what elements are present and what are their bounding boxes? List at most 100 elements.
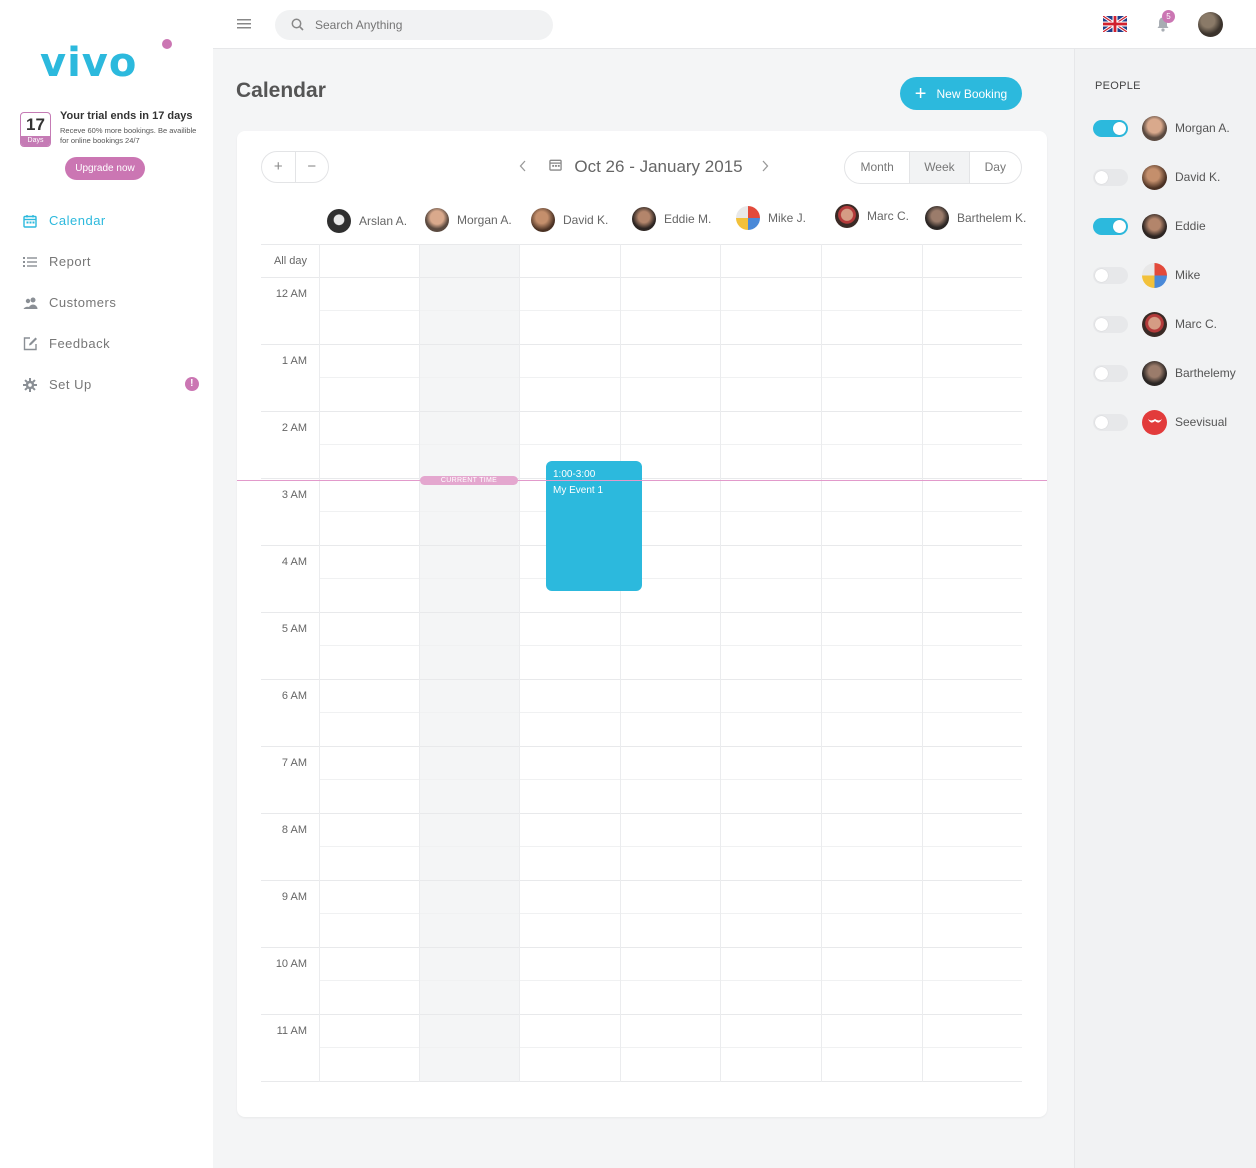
grid-line: [319, 980, 1022, 981]
user-avatar[interactable]: [1198, 12, 1223, 37]
person-toggle[interactable]: [1093, 217, 1128, 235]
grid-line: [319, 578, 1022, 579]
column-header[interactable]: Marc C.: [835, 204, 909, 228]
current-time-line: [237, 480, 1047, 481]
trial-days-badge: 17 Days: [20, 112, 51, 147]
event-time: 1:00-3:00: [553, 469, 596, 480]
edit-icon: [22, 336, 38, 352]
column-line: [720, 244, 721, 1082]
column-header[interactable]: Eddie M.: [632, 207, 711, 231]
person-name: Eddie: [1175, 219, 1206, 233]
column-header[interactable]: Barthelem K.: [925, 206, 1026, 230]
search-icon: [291, 18, 304, 36]
calendar-card: + − Oct 26 - January 2015 Month Week Day…: [237, 131, 1047, 1117]
avatar: [531, 208, 555, 232]
nav-label-calendar: Calendar: [49, 213, 106, 228]
avatar: [1142, 213, 1167, 239]
column-line: [319, 244, 320, 1082]
grid-line: [319, 712, 1022, 713]
person-toggle[interactable]: [1093, 119, 1128, 137]
avatar: [327, 209, 351, 233]
grid-line: [261, 344, 1022, 345]
person-row: Marc C.: [1093, 311, 1253, 337]
grid-line: [319, 913, 1022, 914]
nav-item-setup[interactable]: Set Up !: [22, 364, 207, 405]
nav-label-feedback: Feedback: [49, 336, 111, 351]
chevron-left-icon[interactable]: [519, 159, 527, 175]
column-header[interactable]: Mike J.: [736, 206, 806, 230]
view-switcher: Month Week Day: [844, 151, 1022, 184]
calendar-event[interactable]: 1:00-3:00 My Event 1: [546, 461, 642, 591]
person-row: Seevisual: [1093, 409, 1253, 435]
date-range-label: Oct 26 - January 2015: [574, 157, 743, 176]
column-name: Eddie M.: [664, 212, 712, 226]
nav-label-report: Report: [49, 254, 92, 269]
trial-days-number: 17: [26, 115, 45, 134]
zoom-in-button[interactable]: +: [273, 158, 283, 175]
person-row: Barthelemy: [1093, 360, 1253, 386]
time-label: 4 AM: [281, 556, 307, 568]
column-header[interactable]: Arslan A.: [327, 209, 407, 233]
person-toggle[interactable]: [1093, 364, 1128, 382]
view-day-button[interactable]: Day: [968, 152, 1021, 183]
view-month-button[interactable]: Month: [860, 160, 894, 174]
setup-alert-badge: !: [185, 377, 199, 391]
chevron-right-icon[interactable]: [761, 159, 769, 175]
resource-header: Arslan A. Morgan A. David K. Eddie M. Mi…: [327, 204, 1027, 244]
new-booking-button[interactable]: + New Booking: [900, 77, 1022, 110]
plus-icon: +: [914, 82, 927, 105]
person-name: Barthelemy: [1175, 366, 1236, 380]
person-name: Marc C.: [1175, 317, 1217, 331]
time-label: 12 AM: [275, 288, 307, 300]
time-label: 11 AM: [276, 1025, 307, 1037]
zoom-out-button[interactable]: −: [294, 152, 329, 182]
column-name: Morgan A.: [457, 213, 512, 227]
time-label: 5 AM: [281, 623, 307, 635]
grid-line: [261, 612, 1022, 613]
people-panel-title: PEOPLE: [1095, 80, 1141, 92]
upgrade-button[interactable]: Upgrade now: [65, 157, 145, 180]
calendar-grid[interactable]: All day 12 AM 1 AM 2 AM 3 AM 4 AM 5 AM 6…: [261, 244, 1022, 1084]
person-toggle[interactable]: [1093, 413, 1128, 431]
list-icon: [22, 254, 38, 270]
grid-line: [319, 377, 1022, 378]
time-label: 8 AM: [281, 824, 307, 836]
person-toggle[interactable]: [1093, 168, 1128, 186]
grid-line: [319, 645, 1022, 646]
nav-item-customers[interactable]: Customers: [22, 282, 207, 323]
time-label: 9 AM: [281, 891, 307, 903]
calendar-picker-icon[interactable]: [549, 158, 563, 176]
time-label: 3 AM: [281, 489, 307, 501]
nav-item-feedback[interactable]: Feedback: [22, 323, 207, 364]
grid-line: [319, 846, 1022, 847]
nav-item-report[interactable]: Report: [22, 241, 207, 282]
avatar: [1142, 311, 1167, 337]
search-input[interactable]: [315, 15, 535, 35]
grid-line: [261, 880, 1022, 881]
grid-line: [319, 444, 1022, 445]
person-toggle[interactable]: [1093, 266, 1128, 284]
nav-item-calendar[interactable]: Calendar: [22, 200, 207, 241]
avatar: [835, 204, 859, 228]
view-week-button[interactable]: Week: [909, 152, 969, 183]
person-name: David K.: [1175, 170, 1221, 184]
column-name: Barthelem K.: [957, 211, 1027, 225]
avatar: [1142, 409, 1167, 435]
person-row: Morgan A.: [1093, 115, 1253, 141]
menu-icon[interactable]: [237, 17, 251, 31]
column-header[interactable]: David K.: [531, 208, 608, 232]
vivo-logo[interactable]: vivo: [40, 38, 175, 83]
grid-line: [261, 947, 1022, 948]
column-line: [821, 244, 822, 1082]
new-booking-label: New Booking: [936, 86, 1008, 101]
avatar: [925, 206, 949, 230]
uk-flag-icon[interactable]: [1103, 16, 1127, 32]
column-header[interactable]: Morgan A.: [425, 208, 512, 232]
person-name: Seevisual: [1175, 415, 1228, 429]
column-line: [922, 244, 923, 1082]
avatar: [1142, 360, 1167, 386]
grid-line: [261, 1081, 1022, 1082]
person-name: Mike: [1175, 268, 1201, 282]
nav-label-setup: Set Up: [49, 377, 92, 392]
person-toggle[interactable]: [1093, 315, 1128, 333]
